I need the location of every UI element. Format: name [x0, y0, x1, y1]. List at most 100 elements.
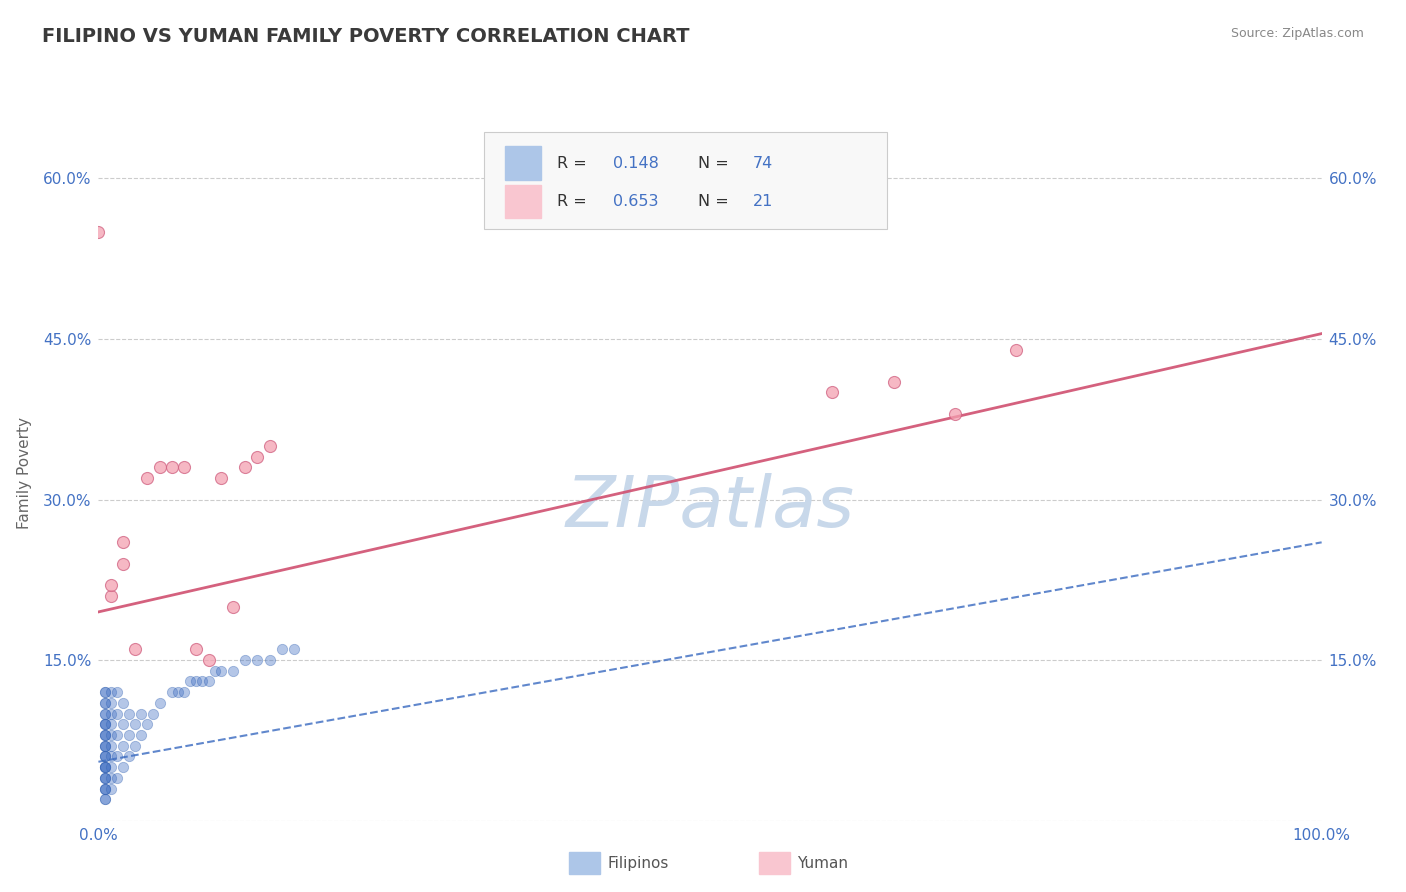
- Point: [100, 706, 122, 721]
- Text: Source: ZipAtlas.com: Source: ZipAtlas.com: [1230, 27, 1364, 40]
- Point: [118, 749, 141, 764]
- Point: [160, 685, 183, 699]
- Point: [93, 685, 115, 699]
- Text: N =: N =: [697, 155, 734, 170]
- Point: [129, 706, 152, 721]
- Point: [222, 664, 245, 678]
- Point: [93, 728, 115, 742]
- Point: [283, 642, 305, 657]
- Text: 0.148: 0.148: [613, 155, 659, 170]
- Point: [111, 557, 134, 571]
- Point: [105, 685, 128, 699]
- Point: [179, 674, 201, 689]
- Point: [93, 760, 115, 774]
- Point: [821, 385, 844, 400]
- Point: [93, 728, 115, 742]
- Point: [259, 653, 281, 667]
- Point: [111, 535, 134, 549]
- Text: 0.653: 0.653: [613, 194, 659, 209]
- Point: [93, 739, 115, 753]
- Point: [100, 781, 122, 796]
- Point: [270, 642, 294, 657]
- Point: [129, 728, 152, 742]
- Point: [136, 471, 159, 485]
- Point: [100, 696, 122, 710]
- Point: [93, 696, 115, 710]
- Point: [93, 717, 115, 731]
- Point: [1004, 343, 1026, 357]
- Point: [93, 760, 115, 774]
- Point: [209, 471, 232, 485]
- Point: [209, 664, 232, 678]
- Point: [105, 749, 128, 764]
- Point: [149, 460, 172, 475]
- Y-axis label: Family Poverty: Family Poverty: [17, 417, 32, 529]
- Bar: [505, 146, 541, 180]
- Point: [93, 781, 115, 796]
- Point: [93, 792, 115, 806]
- Point: [93, 739, 115, 753]
- Point: [93, 771, 115, 785]
- Point: [93, 771, 115, 785]
- Text: N =: N =: [697, 194, 734, 209]
- Point: [93, 706, 115, 721]
- Point: [167, 685, 190, 699]
- Text: R =: R =: [557, 194, 592, 209]
- Point: [111, 696, 134, 710]
- Point: [93, 749, 115, 764]
- Point: [222, 599, 245, 614]
- Point: [93, 739, 115, 753]
- Text: ZIPatlas: ZIPatlas: [565, 473, 855, 542]
- Point: [246, 653, 269, 667]
- Point: [93, 792, 115, 806]
- Point: [118, 728, 141, 742]
- Text: FILIPINO VS YUMAN FAMILY POVERTY CORRELATION CHART: FILIPINO VS YUMAN FAMILY POVERTY CORRELA…: [42, 27, 690, 45]
- Point: [173, 460, 195, 475]
- Point: [93, 717, 115, 731]
- Point: [105, 728, 128, 742]
- Point: [93, 749, 115, 764]
- Point: [100, 578, 122, 592]
- Text: R =: R =: [557, 155, 592, 170]
- Point: [105, 706, 128, 721]
- Point: [93, 771, 115, 785]
- Point: [124, 717, 146, 731]
- Point: [160, 460, 183, 475]
- Point: [100, 717, 122, 731]
- Point: [100, 771, 122, 785]
- Point: [197, 674, 219, 689]
- Point: [93, 749, 115, 764]
- Point: [142, 706, 165, 721]
- Text: Yuman: Yuman: [797, 856, 848, 871]
- Point: [100, 685, 122, 699]
- Point: [93, 706, 115, 721]
- Point: [943, 407, 966, 421]
- Point: [149, 696, 172, 710]
- Point: [105, 771, 128, 785]
- Point: [100, 749, 122, 764]
- Point: [93, 717, 115, 731]
- FancyBboxPatch shape: [484, 132, 887, 229]
- Point: [246, 450, 269, 464]
- Point: [93, 696, 115, 710]
- Point: [197, 653, 219, 667]
- Point: [111, 760, 134, 774]
- Point: [233, 653, 256, 667]
- Point: [186, 642, 208, 657]
- Point: [93, 781, 115, 796]
- Point: [173, 685, 195, 699]
- Point: [93, 728, 115, 742]
- Point: [93, 781, 115, 796]
- Point: [124, 739, 146, 753]
- Text: 74: 74: [752, 155, 773, 170]
- Point: [883, 375, 905, 389]
- Point: [100, 728, 122, 742]
- Point: [204, 664, 226, 678]
- Point: [186, 674, 208, 689]
- Point: [93, 760, 115, 774]
- Point: [111, 717, 134, 731]
- Point: [118, 706, 141, 721]
- Point: [100, 760, 122, 774]
- Point: [100, 739, 122, 753]
- Point: [233, 460, 256, 475]
